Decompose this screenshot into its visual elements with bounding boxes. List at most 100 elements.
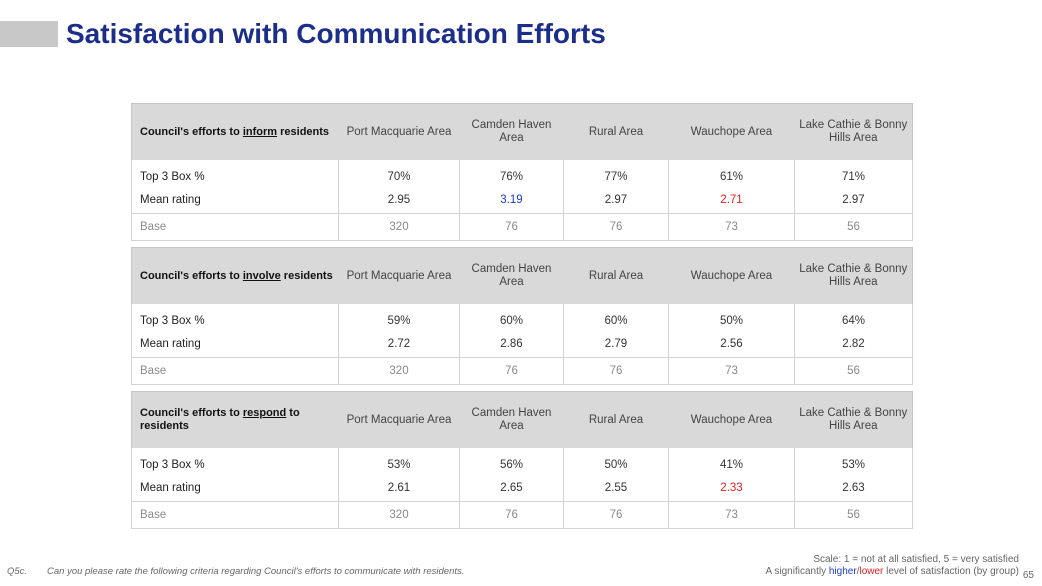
table-title-suffix: residents [280, 269, 333, 282]
table-cell: 77% [563, 160, 669, 187]
table-cell: 2.82 [794, 331, 913, 358]
table-cell: 2.97 [794, 187, 913, 214]
column-header-line: Port Macquarie Area [346, 413, 452, 426]
table-cell: 2.63 [794, 475, 913, 502]
table-cell: 50% [668, 304, 795, 331]
column-header-line: Rural Area [588, 125, 644, 138]
table-cell: 73 [668, 213, 795, 241]
table-title-cell: Council's efforts to inform residents [131, 103, 339, 160]
column-header: Wauchope Area [668, 103, 795, 160]
results-table-involve: Council's efforts to involve residents Po… [131, 247, 913, 385]
table-cell: 2.56 [668, 331, 795, 358]
column-header-line: Area [499, 132, 524, 144]
table-cell: 320 [338, 357, 460, 385]
page-title: Satisfaction with Communication Efforts [66, 18, 606, 49]
column-header-line: Lake Cathie & Bonny [799, 263, 908, 275]
table-cell: 56% [459, 448, 564, 475]
table-cell: 70% [338, 160, 460, 187]
column-header-line: Wauchope Area [690, 413, 773, 426]
column-header-line: Camden Haven [471, 407, 552, 419]
column-header-line: Rural Area [588, 413, 644, 426]
column-header-line: Lake Cathie & Bonny [799, 119, 908, 131]
table-cell: 76 [563, 213, 669, 241]
table-cell: 56 [794, 213, 913, 241]
scale-legend: Scale: 1 = not at all satisfied, 5 = ver… [766, 554, 1020, 578]
row-label: Top 3 Box % [131, 304, 339, 331]
table-header-row: Council's efforts to inform residents Por… [131, 103, 913, 160]
table-title-keyword: involve [242, 269, 281, 282]
column-header: Port Macquarie Area [338, 103, 460, 160]
scale-text: Scale: 1 = not at all satisfied, 5 = ver… [813, 554, 1019, 565]
sig-lower-label: lower [859, 566, 884, 577]
column-header: Camden Haven Area [459, 391, 564, 448]
column-header: Lake Cathie & Bonny Hills Area [794, 103, 913, 160]
table-title-cell: Council's efforts to respond to resident… [131, 391, 339, 448]
row-label: Mean rating [131, 475, 339, 502]
table-cell: 73 [668, 501, 795, 529]
table-cell: 56 [794, 501, 913, 529]
table-cell: 41% [668, 448, 795, 475]
table-cell: 50% [563, 448, 669, 475]
table-header-row: Council's efforts to respond to resident… [131, 391, 913, 448]
table-row: Top 3 Box % 70% 76% 77% 61% 71% [131, 160, 913, 187]
sig-suffix: level of satisfaction (by group) [883, 566, 1019, 577]
row-label: Mean rating [131, 187, 339, 214]
sig-slash: / [856, 566, 860, 577]
table-cell: 2.86 [459, 331, 564, 358]
row-label: Base [131, 357, 339, 385]
results-table-respond: Council's efforts to respond to resident… [131, 391, 913, 529]
column-header: Camden Haven Area [459, 103, 564, 160]
table-title-prefix: Council's efforts to [140, 125, 243, 138]
table-cell: 76% [459, 160, 564, 187]
table-cell: 2.95 [338, 187, 460, 214]
table-title-prefix: Council's efforts to [140, 269, 243, 282]
table-cell: 60% [563, 304, 669, 331]
table-cell: 60% [459, 304, 564, 331]
question-code: Q5c. [7, 566, 28, 577]
column-header: Lake Cathie & Bonny Hills Area [794, 391, 913, 448]
title-accent-bar [0, 21, 58, 47]
table-row: Base 320 76 76 73 56 [131, 357, 913, 385]
row-label: Base [131, 213, 339, 241]
table-cell: 2.79 [563, 331, 669, 358]
table-cell: 2.72 [338, 331, 460, 358]
table-cell: 320 [338, 501, 460, 529]
table-row: Mean rating 2.95 3.19 2.97 2.71 2.97 [131, 187, 913, 214]
table-title-cell: Council's efforts to involve residents [131, 247, 339, 304]
page-number: 65 [1022, 570, 1034, 581]
table-cell: 73 [668, 357, 795, 385]
column-header: Lake Cathie & Bonny Hills Area [794, 247, 913, 304]
sig-prefix: A significantly [765, 566, 829, 577]
table-row: Mean rating 2.61 2.65 2.55 2.33 2.63 [131, 475, 913, 502]
table-cell: 76 [563, 501, 669, 529]
table-row: Base 320 76 76 73 56 [131, 501, 913, 529]
table-cell: 64% [794, 304, 913, 331]
results-table-inform: Council's efforts to inform residents Por… [131, 103, 913, 241]
column-header: Camden Haven Area [459, 247, 564, 304]
table-title-keyword: inform [242, 125, 278, 138]
table-row: Top 3 Box % 53% 56% 50% 41% 53% [131, 448, 913, 475]
table-cell: 76 [563, 357, 669, 385]
sig-higher-label: higher [828, 566, 857, 577]
table-row: Base 320 76 76 73 56 [131, 213, 913, 241]
row-label: Top 3 Box % [131, 448, 339, 475]
row-label: Mean rating [131, 331, 339, 358]
table-title-suffix: residents [277, 125, 330, 138]
table-cell: 59% [338, 304, 460, 331]
table-title-suffix: to residents [140, 407, 300, 432]
column-header-line: Lake Cathie & Bonny [799, 407, 908, 419]
table-cell: 76 [459, 213, 564, 241]
column-header-line: Hills Area [828, 420, 878, 432]
column-header-line: Area [499, 420, 524, 432]
column-header-line: Hills Area [828, 276, 878, 288]
column-header-line: Wauchope Area [690, 125, 773, 138]
column-header: Rural Area [563, 103, 669, 160]
table-cell: 2.71 [668, 187, 795, 214]
row-label: Top 3 Box % [131, 160, 339, 187]
table-row: Top 3 Box % 59% 60% 60% 50% 64% [131, 304, 913, 331]
table-title-keyword: respond [242, 407, 287, 419]
table-cell: 71% [794, 160, 913, 187]
table-cell: 2.33 [668, 475, 795, 502]
table-cell: 76 [459, 357, 564, 385]
table-cell: 61% [668, 160, 795, 187]
